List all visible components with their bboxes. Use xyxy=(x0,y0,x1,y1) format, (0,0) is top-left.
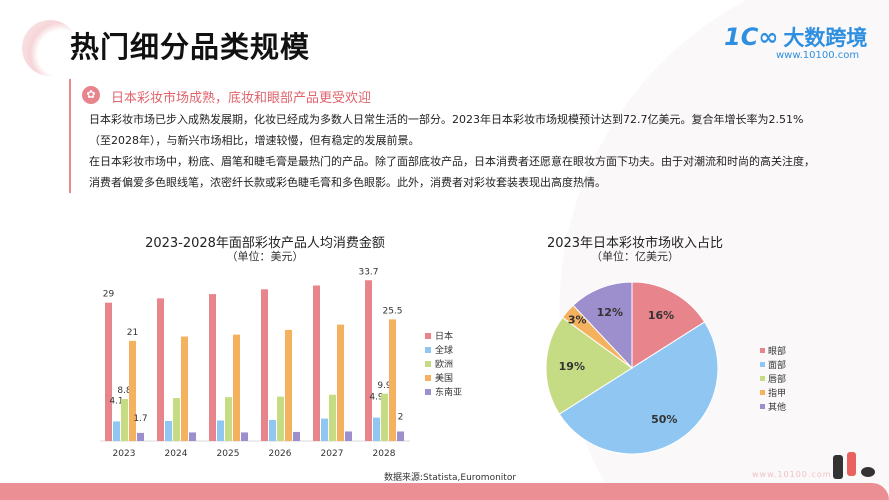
flower-icon: ✿ xyxy=(82,86,100,104)
bar-欧洲 xyxy=(173,398,180,441)
pie-label: 12% xyxy=(597,306,623,319)
legend-label: 美国 xyxy=(435,372,453,384)
bar-全球 xyxy=(373,417,380,441)
paragraph: 日本彩妆市场已步入成熟发展期，化妆已经成为多数人日常生活的一部分。2023年日本… xyxy=(89,113,804,147)
watermark: www.10100.com xyxy=(752,470,832,479)
legend-label: 日本 xyxy=(435,330,453,342)
bar-美国 xyxy=(389,319,396,441)
bar-日本 xyxy=(157,298,164,441)
pie-slice-面部 xyxy=(558,321,719,455)
x-tick-label: 2025 xyxy=(217,449,240,459)
x-tick-label: 2023 xyxy=(113,449,136,459)
x-tick-label: 2027 xyxy=(321,449,344,459)
legend-label: 全球 xyxy=(435,344,453,356)
legend-swatch xyxy=(425,389,431,395)
bar-欧洲 xyxy=(381,393,388,441)
bar-chart-title: 2023-2028年面部彩妆产品人均消费金额 xyxy=(145,236,385,251)
bar-东南亚 xyxy=(189,432,196,441)
data-label: 9.9 xyxy=(377,381,392,391)
bar-美国 xyxy=(337,324,344,441)
bar-欧洲 xyxy=(225,397,232,441)
pie-label: 50% xyxy=(651,413,677,426)
x-tick-label: 2026 xyxy=(269,449,292,459)
paragraph: 在日本彩妆市场中，粉底、眉笔和睫毛膏是最热门的产品。除了面部底妆产品，日本消费者… xyxy=(89,155,815,189)
x-tick-label: 2024 xyxy=(165,449,188,459)
legend-swatch xyxy=(760,404,765,409)
legend-label: 唇部 xyxy=(768,373,786,385)
legend-label: 指甲 xyxy=(768,387,786,399)
data-label: 29 xyxy=(103,290,115,300)
data-source: 数据来源:Statista,Euromonitor xyxy=(384,473,517,483)
bar-日本 xyxy=(261,289,268,441)
bar-东南亚 xyxy=(241,432,248,441)
bar-东南亚 xyxy=(345,431,352,441)
pie-label: 19% xyxy=(559,360,585,373)
section-heading: 日本彩妆市场成熟，底妆和眼部产品更受欢迎 xyxy=(111,91,372,106)
bar-欧洲 xyxy=(329,394,336,441)
bar-日本 xyxy=(105,302,112,441)
x-tick-label: 2028 xyxy=(373,449,396,459)
logo-name: 大数跨境 xyxy=(783,26,868,50)
bar-日本 xyxy=(209,294,216,441)
bar-全球 xyxy=(217,420,224,441)
logo-mark: 1C∞ xyxy=(724,23,779,51)
legend-label: 东南亚 xyxy=(435,386,462,398)
pie-label: 16% xyxy=(648,309,674,322)
lipstick-icon xyxy=(847,452,856,476)
footer-bar xyxy=(0,483,889,500)
bar-日本 xyxy=(365,280,372,441)
bar-全球 xyxy=(165,420,172,441)
decorative-circle xyxy=(22,20,78,76)
bar-东南亚 xyxy=(397,431,404,441)
legend-label: 其他 xyxy=(768,401,786,413)
logo: 1C∞ 大数跨境 www.10100.com xyxy=(724,22,868,61)
data-label: 4.1 xyxy=(109,396,123,406)
data-label: 25.5 xyxy=(382,306,402,316)
pie-chart-subtitle: （单位：亿美元） xyxy=(591,250,679,263)
bar-美国 xyxy=(181,336,188,441)
compact-icon xyxy=(861,467,875,477)
legend-label: 欧洲 xyxy=(435,358,453,370)
bar-美国 xyxy=(285,329,292,441)
legend-label: 面部 xyxy=(768,359,786,371)
page-title: 热门细分品类规模 xyxy=(70,30,311,64)
pie-label: 3% xyxy=(568,314,587,327)
legend-swatch xyxy=(760,376,765,381)
data-label: 2 xyxy=(398,412,404,422)
legend-swatch xyxy=(760,390,765,395)
legend-swatch xyxy=(760,348,765,353)
legend-swatch xyxy=(760,362,765,367)
bar-日本 xyxy=(313,285,320,441)
bar-全球 xyxy=(113,421,120,441)
bar-全球 xyxy=(269,420,276,441)
pie-slice-眼部 xyxy=(631,281,706,369)
bar-全球 xyxy=(321,418,328,441)
summary-section: ✿ 日本彩妆市场成熟，底妆和眼部产品更受欢迎 日本彩妆市场已步入成熟发展期，化妆… xyxy=(69,79,831,193)
bar-东南亚 xyxy=(137,432,144,441)
legend-swatch xyxy=(425,375,431,381)
bar-欧洲 xyxy=(277,396,284,441)
pie-slice-其他 xyxy=(572,281,633,370)
legend-swatch xyxy=(425,347,431,353)
bar-东南亚 xyxy=(293,431,300,441)
logo-url: www.10100.com xyxy=(776,50,860,61)
legend-swatch xyxy=(425,333,431,339)
bar-chart-subtitle: （单位：美元） xyxy=(226,250,304,263)
bar-欧洲 xyxy=(121,399,128,441)
bar-美国 xyxy=(233,334,240,441)
data-label: 4.9 xyxy=(369,393,384,403)
pie-chart-title: 2023年日本彩妆市场收入占比 xyxy=(546,236,724,251)
data-label: 1.7 xyxy=(133,414,147,424)
data-label: 21 xyxy=(127,328,138,338)
pie-slice-唇部 xyxy=(545,316,633,415)
data-label: 33.7 xyxy=(358,267,378,277)
data-label: 8.8 xyxy=(117,386,132,396)
legend-label: 眼部 xyxy=(768,345,786,357)
bottle-icon xyxy=(833,455,843,479)
bar-美国 xyxy=(129,340,136,441)
legend-swatch xyxy=(425,361,431,367)
